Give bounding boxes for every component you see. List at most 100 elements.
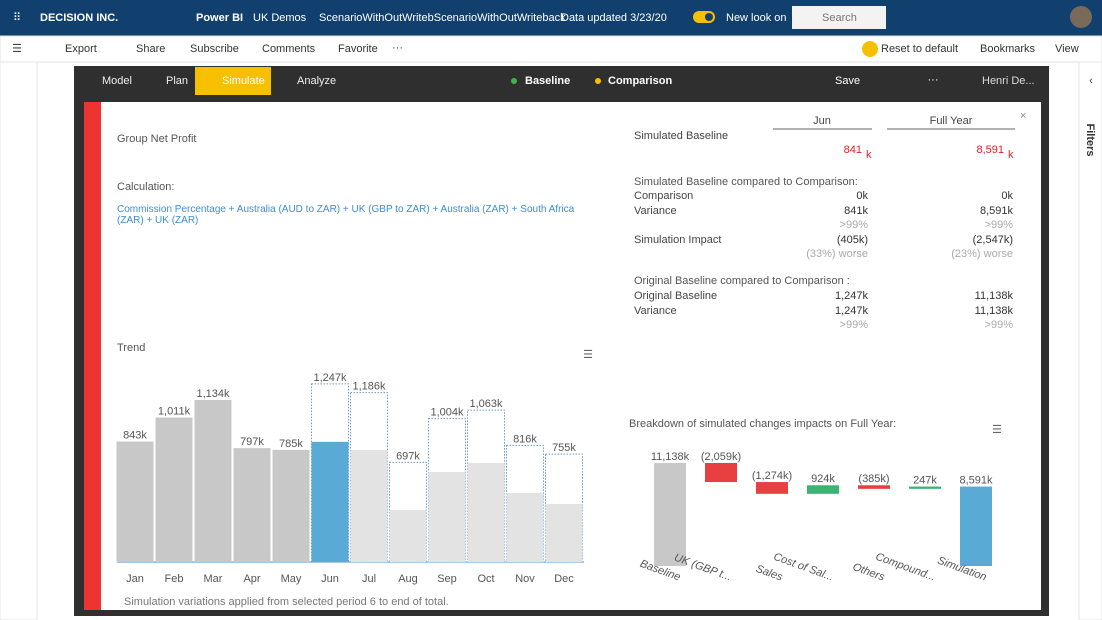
action-button[interactable]: Favorite [338,43,378,55]
x-label: Mar [204,573,223,585]
row-value: 1,247k [835,290,869,302]
row-note: (23%) worse [951,248,1013,260]
x-label: May [281,573,302,585]
menu-icon[interactable]: ☰ [992,424,1002,436]
tab[interactable]: Plan [166,75,188,87]
action-button[interactable]: Export [65,43,97,55]
avatar[interactable] [1070,6,1092,28]
more-icon[interactable]: ··· [392,42,403,54]
x-label: Sep [437,573,457,585]
row-label: Variance [634,305,677,317]
bar-label: 1,011k [158,405,191,417]
waterfall-bar [858,485,890,489]
kpi-label: Simulated Baseline [634,130,728,142]
row-note: >99% [985,319,1014,331]
trend-simulated-bar [350,450,388,562]
menu-icon[interactable]: ☰ [583,349,593,361]
kpi-value: 8,591 [976,144,1004,156]
bar-label: 1,247k [313,372,347,384]
waterfall-bar [807,485,839,494]
x-label: Jan [126,573,144,585]
toggle-knob [705,13,713,21]
search-placeholder[interactable]: Search [822,12,857,24]
panel-title: Group Net Profit [117,133,196,145]
bar-label: 797k [240,436,264,448]
row-value: 11,138k [975,305,1014,317]
trend-bar [194,400,232,562]
waterfall-bar [960,486,992,566]
trend-simulated-bar [428,472,466,562]
row-value: (405k) [837,234,868,246]
trend-bar [233,448,271,562]
x-label: Aug [398,573,418,585]
comparison-dot [595,78,601,84]
trend-simulated-bar [389,510,427,562]
view-button[interactable]: View [1055,43,1079,55]
bar-label: 247k [913,474,937,486]
section-title: Simulated Baseline compared to Compariso… [634,176,858,188]
x-label: Nov [515,573,535,585]
filters-pane[interactable] [1078,61,1102,620]
row-value: 841k [844,205,868,217]
x-label: Jun [321,573,339,585]
close-icon[interactable]: × [1020,110,1026,122]
user-name: Henri De... [982,75,1035,87]
x-label: Feb [165,573,184,585]
reset-button[interactable]: Reset to default [881,43,958,55]
bar-label: (2,059k) [701,451,741,463]
row-note: >99% [840,219,869,231]
x-label: Dec [554,573,574,585]
bookmarks-button[interactable]: Bookmarks [980,43,1036,55]
action-button[interactable]: Share [136,43,165,55]
search-box[interactable] [792,6,886,29]
collapse-icon[interactable]: ‹ [1089,75,1093,87]
calc-label: Calculation: [117,181,174,193]
bar-label: 1,134k [196,388,230,400]
row-value: 11,138k [975,290,1014,302]
action-button[interactable]: Subscribe [190,43,239,55]
baseline-selector[interactable]: Baseline [525,75,570,87]
active-tab [195,67,271,95]
waterfall-bar [654,463,686,566]
filters-label: Filters [1084,123,1096,156]
waterfall-bar [909,486,941,489]
brand: DECISION INC. [40,12,118,24]
section-title: Original Baseline compared to Comparison… [634,275,850,287]
row-label: Original Baseline [634,290,717,302]
tab[interactable]: Model [102,75,132,87]
report-name: ScenarioWithOutWritebScenarioWithOutWrit… [319,12,566,24]
trend-simulated-bar [467,463,505,562]
bar-label: 8,591k [959,474,993,486]
row-note: >99% [840,319,869,331]
hamburger-icon[interactable]: ☰ [12,43,22,55]
toggle-label: New look on [726,12,787,24]
x-label: Jul [362,573,376,585]
comparison-selector[interactable]: Comparison [608,75,672,87]
bar-label: 1,063k [469,398,503,410]
waffle-icon[interactable]: ⠿ [13,12,21,24]
bar-label: (1,274k) [752,470,792,482]
panel-accent [84,102,101,610]
waterfall-bar [705,463,737,483]
bar-label: 697k [396,450,420,462]
app-name: Power BI [196,12,243,24]
row-label: Simulation Impact [634,234,721,246]
bar-label: 816k [513,433,537,445]
row-value: 1,247k [835,305,869,317]
workspace[interactable]: UK Demos [253,12,307,24]
more-icon[interactable]: ··· [928,74,939,86]
x-label: Oct [477,573,494,585]
chart-title: Trend [117,342,145,354]
row-note: >99% [985,219,1014,231]
row-label: Variance [634,205,677,217]
trend-bar [272,449,310,562]
action-button[interactable]: Comments [262,43,316,55]
tab[interactable]: Analyze [297,75,336,87]
footnote: Simulation variations applied from selec… [124,596,449,608]
kpi-value: 841 [844,144,862,156]
row-value: 8,591k [980,205,1014,217]
save-button[interactable]: Save [835,75,860,87]
action-bar [0,35,1102,63]
tab[interactable]: Simulate [222,75,265,87]
row-value: (2,547k) [973,234,1013,246]
